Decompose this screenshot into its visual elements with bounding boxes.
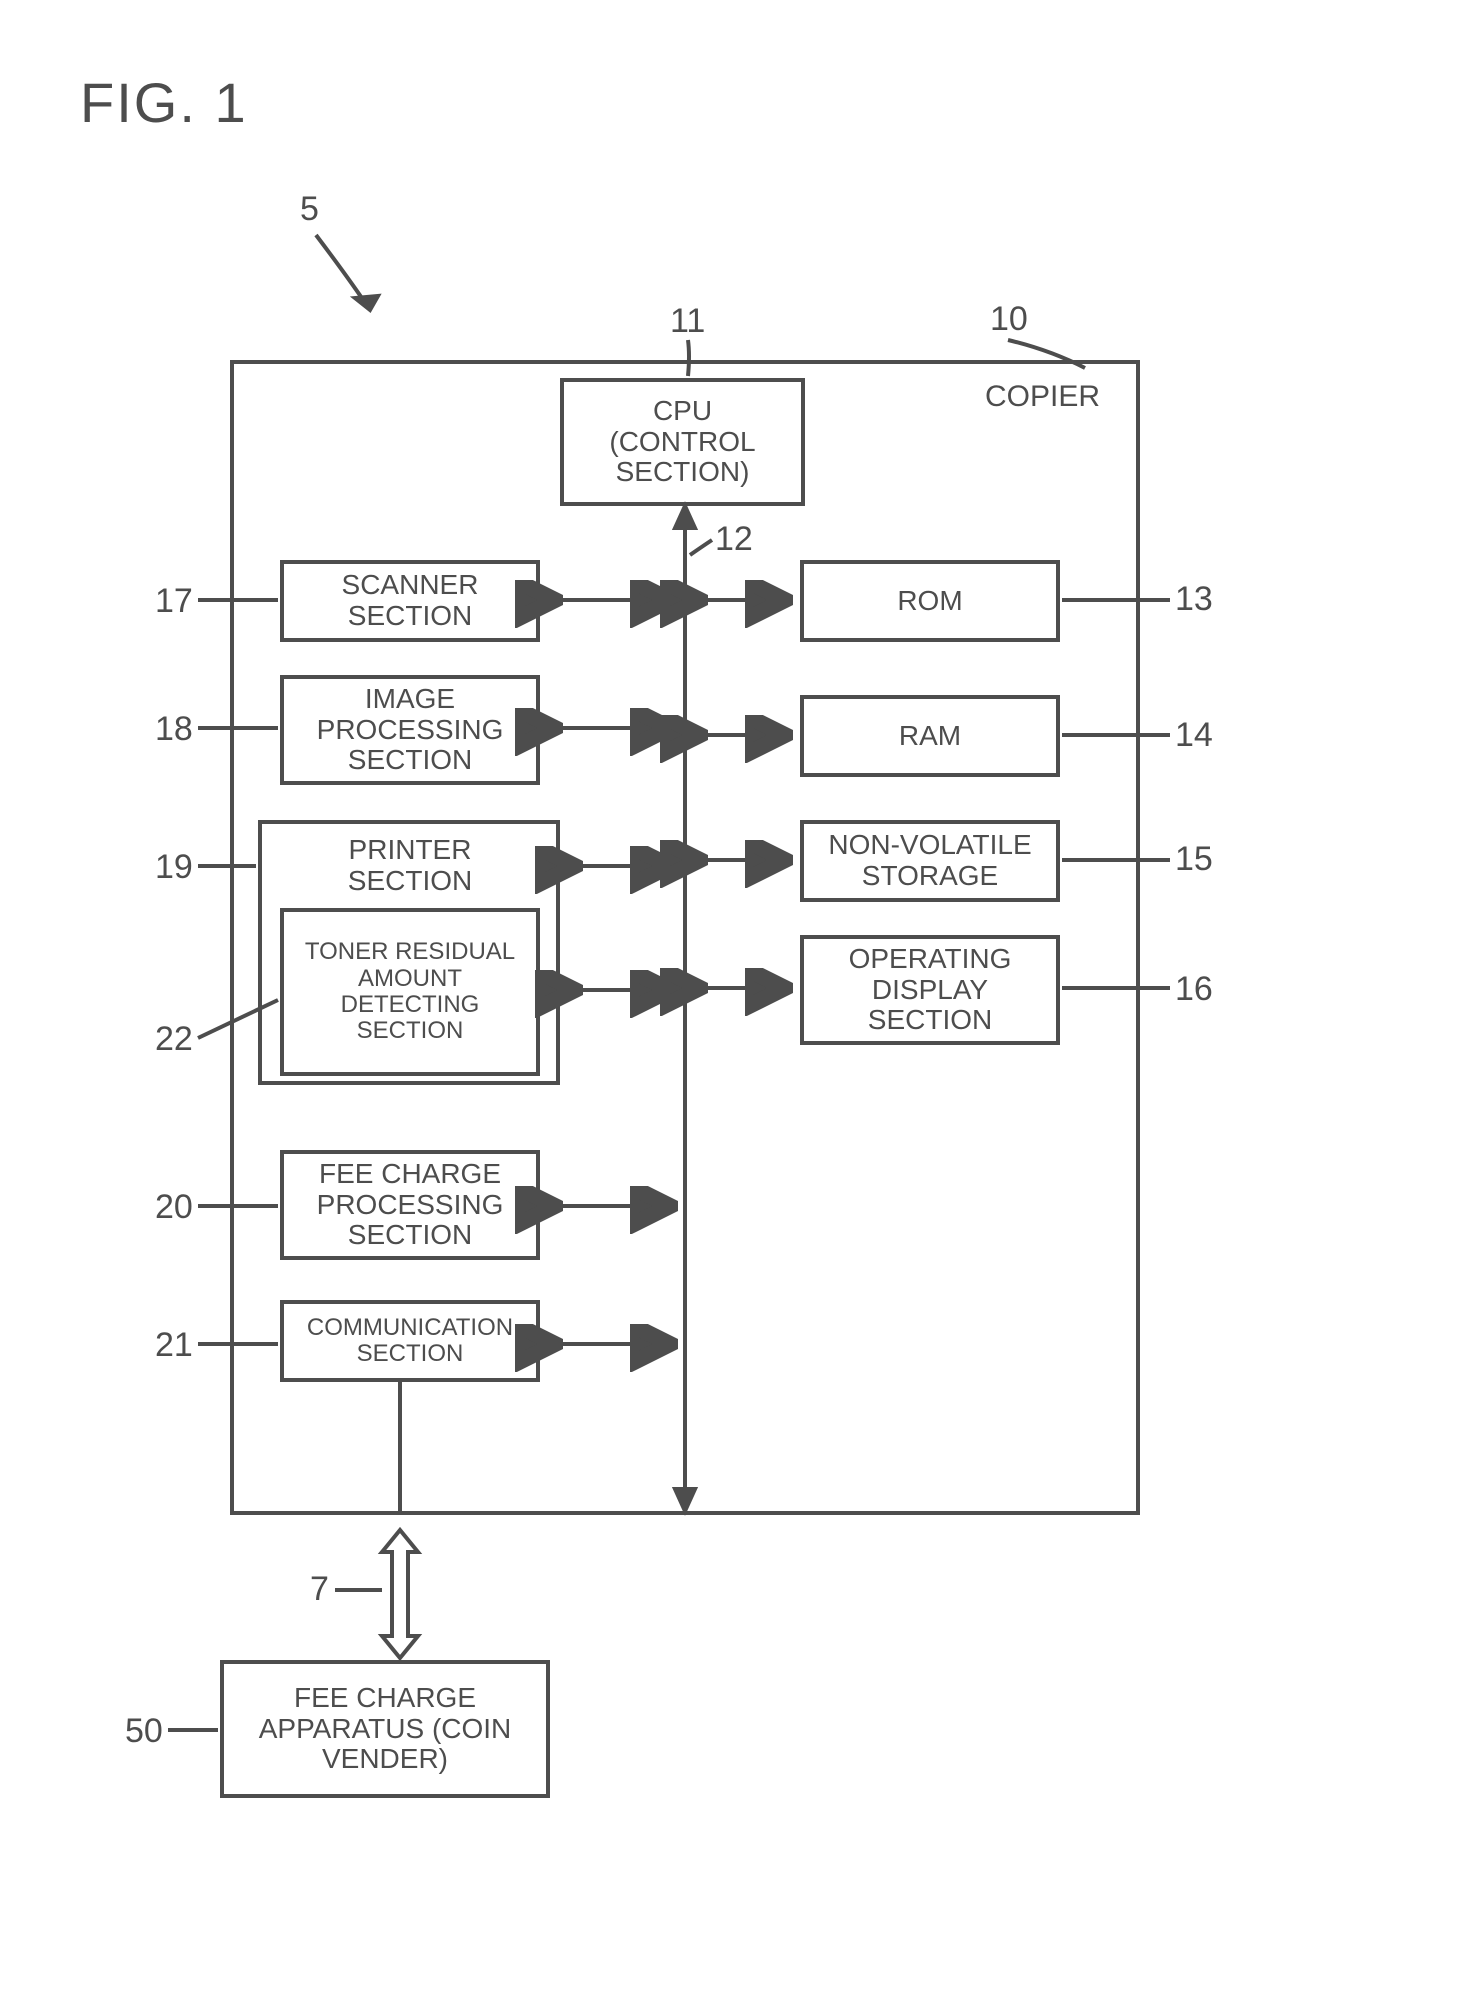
- block-vendor: FEE CHARGE APPARATUS (COIN VENDER): [220, 1660, 550, 1798]
- ref-rom: 13: [1175, 580, 1213, 619]
- ref-comm: 21: [155, 1326, 193, 1365]
- block-fee: FEE CHARGE PROCESSING SECTION: [280, 1150, 540, 1260]
- ref-toner: 22: [155, 1020, 193, 1059]
- ref-display: 16: [1175, 970, 1213, 1009]
- ref-imgproc: 18: [155, 710, 193, 749]
- block-toner: TONER RESIDUAL AMOUNT DETECTING SECTION: [280, 908, 540, 1076]
- block-rom: ROM: [800, 560, 1060, 642]
- ref-copier: 10: [990, 300, 1028, 339]
- block-comm: COMMUNICATION SECTION: [280, 1300, 540, 1382]
- block-image-processing: IMAGE PROCESSING SECTION: [280, 675, 540, 785]
- ref-printer: 19: [155, 848, 193, 887]
- figure-canvas: FIG. 1 COPIER CPU (CONTROL SECTION) SCAN…: [0, 0, 1472, 2000]
- copier-title: COPIER: [985, 380, 1100, 414]
- ref-nvs: 15: [1175, 840, 1213, 879]
- ref-bus: 12: [715, 520, 753, 559]
- block-scanner: SCANNER SECTION: [280, 560, 540, 642]
- block-display: OPERATING DISPLAY SECTION: [800, 935, 1060, 1045]
- ref-vendor: 50: [125, 1712, 163, 1751]
- ref-ram: 14: [1175, 716, 1213, 755]
- figure-label: FIG. 1: [80, 70, 248, 135]
- block-printer: PRINTER SECTION: [280, 828, 540, 903]
- ref-system: 5: [300, 190, 319, 229]
- block-cpu: CPU (CONTROL SECTION): [560, 378, 805, 506]
- ref-link: 7: [310, 1570, 329, 1609]
- block-nvs: NON-VOLATILE STORAGE: [800, 820, 1060, 902]
- ref-fee: 20: [155, 1188, 193, 1227]
- ref-cpu: 11: [670, 302, 705, 341]
- ref-scanner: 17: [155, 582, 193, 621]
- block-ram: RAM: [800, 695, 1060, 777]
